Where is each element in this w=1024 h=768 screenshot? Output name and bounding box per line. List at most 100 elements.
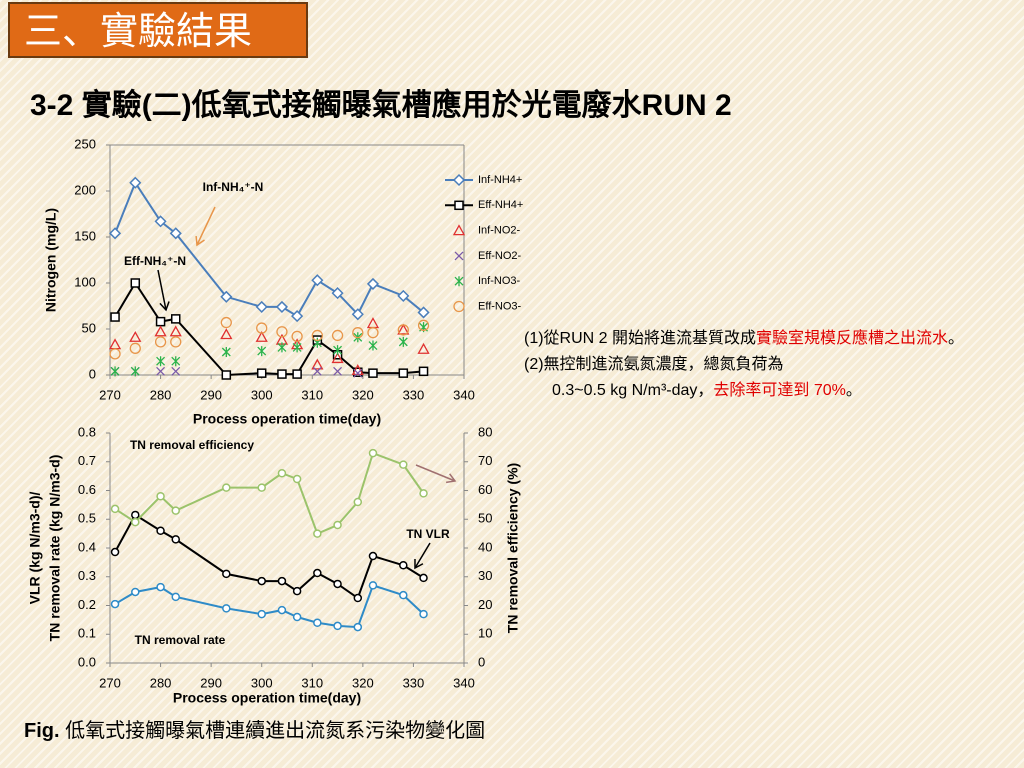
marker — [351, 308, 364, 321]
x-tick-label: 310 — [301, 387, 323, 402]
title: 3-2 實驗(二)低氧式接觸曝氣槽應用於光電廢水RUN 2 — [30, 89, 732, 122]
note-line: (2)無控制進流氨氮濃度，總氮負荷為 — [524, 352, 1019, 378]
marker — [256, 322, 268, 334]
y2-tick-label: 20 — [478, 597, 492, 612]
marker — [110, 504, 120, 514]
marker — [221, 370, 232, 380]
marker — [257, 346, 267, 357]
legend-label: Inf-NH4+ — [478, 174, 522, 186]
note-text: (1)從RUN 2 開始將進流基質改成 — [524, 330, 757, 347]
marker — [276, 326, 288, 338]
y2-tick-label: 10 — [478, 626, 492, 641]
marker — [110, 547, 120, 557]
marker — [368, 448, 378, 458]
series-line — [114, 180, 425, 318]
marker — [353, 497, 363, 507]
marker — [222, 483, 231, 492]
y-tick-label: 150 — [74, 228, 96, 243]
marker — [255, 300, 268, 313]
x-tick-label: 300 — [251, 675, 273, 690]
marker — [129, 342, 141, 354]
marker — [292, 586, 302, 596]
y-tick-label: 0.1 — [78, 626, 96, 641]
note-text: 0.3~0.5 kg N/m³-day， — [552, 382, 714, 399]
marker — [292, 342, 302, 353]
y2-tick-label: 50 — [478, 511, 492, 526]
marker — [154, 336, 167, 348]
marker — [155, 316, 166, 327]
marker — [452, 224, 466, 236]
marker — [353, 622, 363, 632]
note-text: (2)無控制進流氨氮濃度，總氮負荷為 — [524, 356, 784, 373]
marker — [292, 474, 302, 484]
marker — [399, 460, 408, 469]
marker — [222, 569, 231, 579]
marker — [331, 352, 344, 364]
marker — [311, 329, 323, 342]
x-tick-label: 290 — [200, 675, 222, 690]
marker — [368, 551, 378, 561]
marker — [399, 590, 408, 600]
marker — [333, 345, 343, 356]
y2-axis-label: TN removal efficiency (%) — [505, 463, 521, 633]
x-tick-label: 280 — [150, 675, 172, 690]
marker — [333, 579, 342, 589]
marker — [156, 366, 166, 376]
x-axis-label: Process operation time(day) — [173, 690, 361, 706]
y2-tick-label: 0 — [478, 654, 485, 669]
marker — [331, 287, 344, 300]
y2-tick-label: 80 — [478, 424, 492, 439]
x-tick-label: 280 — [150, 387, 172, 402]
marker — [291, 310, 304, 323]
marker — [418, 366, 429, 377]
marker — [255, 330, 268, 342]
marker — [169, 227, 182, 240]
marker — [110, 312, 120, 322]
marker — [333, 520, 342, 530]
marker — [398, 368, 409, 378]
marker — [417, 319, 430, 331]
marker — [277, 605, 287, 615]
marker — [454, 200, 464, 211]
x-tick-label: 290 — [200, 387, 222, 402]
caption-text: 低氧式接觸曝氣槽連續進出流氮系污染物變化圖 — [65, 720, 486, 742]
marker — [221, 347, 231, 357]
x-tick-label: 320 — [352, 387, 374, 402]
marker — [156, 356, 166, 367]
y-tick-label: 0.7 — [78, 453, 96, 468]
y2-tick-label: 30 — [478, 568, 492, 583]
marker — [110, 366, 120, 377]
legend-label: Inf-NO2- — [478, 225, 521, 237]
y2-tick-label: 60 — [478, 482, 492, 497]
marker — [333, 366, 343, 376]
y-axis-label: Nitrogen (mg/L) — [43, 208, 59, 312]
notes: (1)從RUN 2 開始將進流基質改成實驗室規模反應槽之出流水。 (2)無控制進流… — [524, 326, 1019, 404]
y-tick-label: 0.2 — [78, 597, 96, 612]
marker — [110, 599, 120, 609]
annotation: Inf-NH₄⁺-N — [203, 180, 264, 194]
marker — [353, 593, 363, 603]
marker — [170, 314, 181, 324]
marker — [277, 342, 287, 353]
x-tick-label: 300 — [251, 387, 273, 402]
annotation-arrow — [414, 542, 431, 569]
marker — [171, 366, 181, 376]
marker — [130, 278, 141, 288]
annotation: Eff-NH₄⁺-N — [124, 254, 186, 268]
y-tick-label: 0.3 — [78, 568, 96, 583]
marker — [333, 621, 342, 631]
marker — [109, 348, 121, 360]
annotation-arrowhead — [195, 235, 205, 247]
marker — [108, 338, 122, 350]
y-axis-label: TN removal rate (kg N/m3-d) — [47, 455, 63, 642]
marker — [454, 251, 464, 261]
marker — [131, 587, 140, 597]
marker — [419, 609, 428, 619]
note-line: (1)從RUN 2 開始將進流基質改成實驗室規模反應槽之出流水。 — [524, 326, 1019, 352]
marker — [352, 327, 364, 339]
y-tick-label: 200 — [74, 182, 96, 197]
annotation-arrowhead — [414, 558, 424, 570]
marker — [419, 573, 428, 583]
